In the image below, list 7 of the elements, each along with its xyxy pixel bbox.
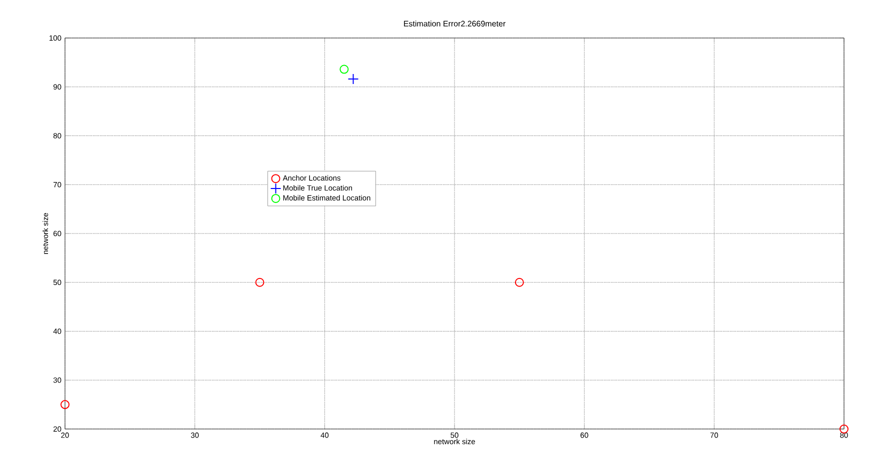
point [348,74,359,85]
point [60,400,70,410]
point [514,278,524,287]
point [840,424,849,434]
point [255,278,264,287]
chart-title: Estimation Error2.2669meter [404,20,506,26]
point [340,64,349,74]
